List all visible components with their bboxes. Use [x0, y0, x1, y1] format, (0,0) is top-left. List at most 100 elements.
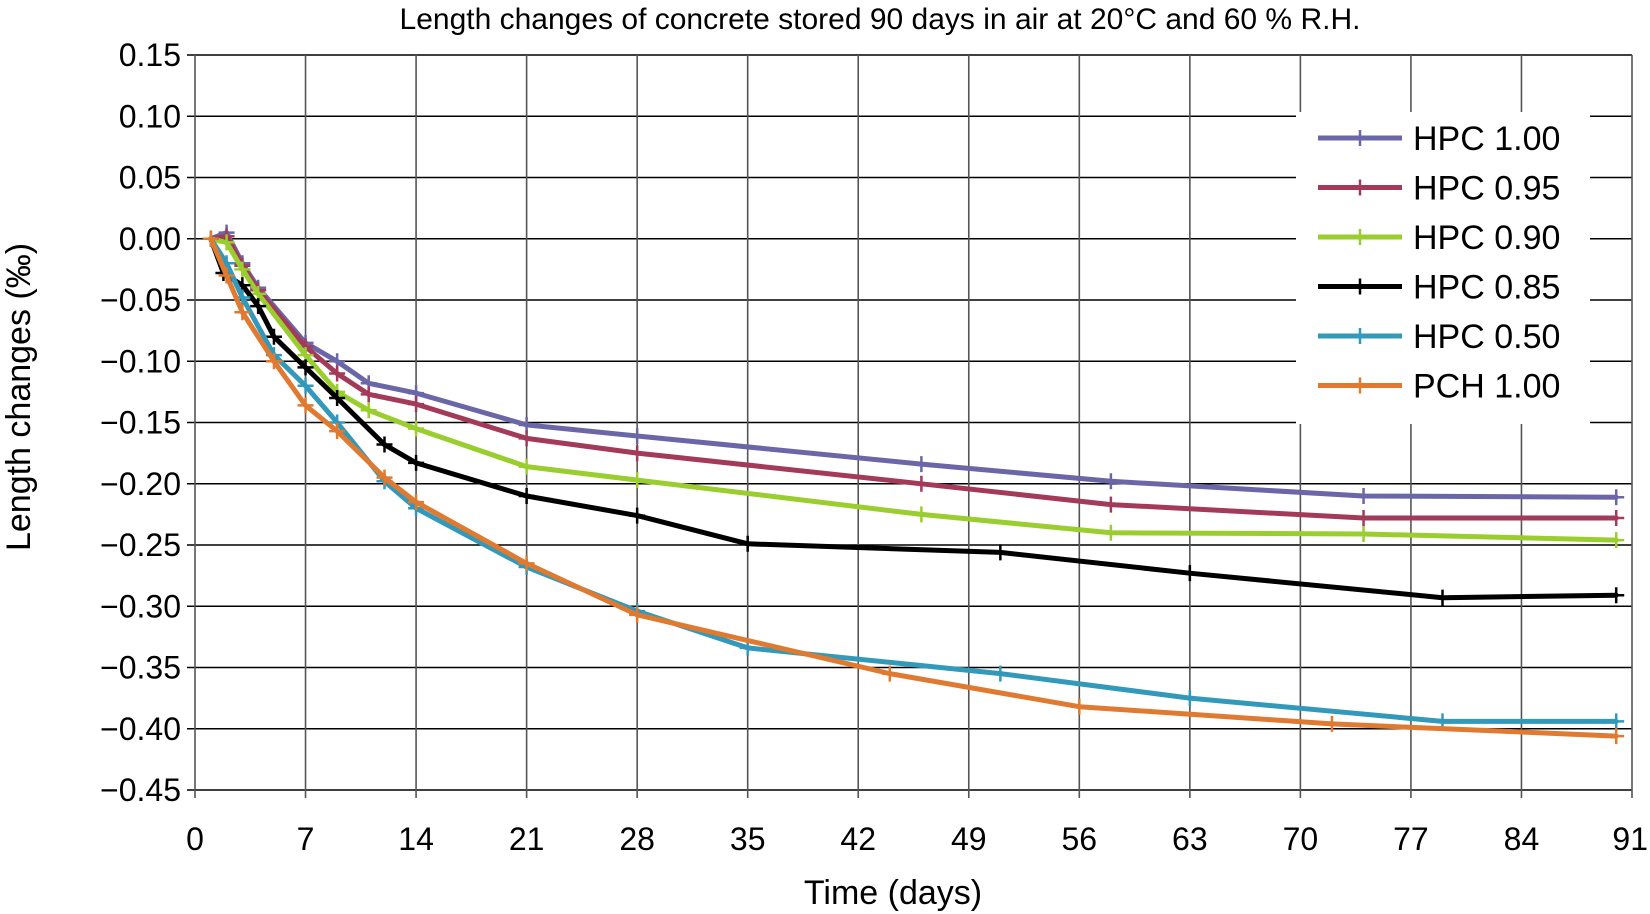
data-point: [992, 544, 1009, 561]
x-tick-label: 21: [509, 821, 545, 857]
series-line: [208, 236, 1619, 739]
x-tick-label: 28: [619, 821, 655, 857]
legend-marker: [1352, 130, 1368, 146]
data-point: [518, 488, 535, 504]
y-tick-label: −0.10: [100, 343, 181, 379]
data-point: [297, 397, 314, 414]
data-point: [518, 430, 535, 447]
data-point: [376, 436, 393, 453]
data-point: [408, 454, 425, 471]
x-axis-title: Time (days): [804, 874, 982, 912]
y-tick-label: −0.25: [100, 527, 181, 563]
x-tick-label: 56: [1062, 821, 1098, 857]
legend-item: HPC 1.00: [1318, 120, 1560, 158]
y-tick-label: 0.15: [119, 37, 181, 73]
data-point: [629, 427, 646, 444]
y-tick-label: 0.05: [119, 160, 181, 196]
data-point: [1181, 565, 1198, 582]
legend-label: HPC 0.95: [1413, 170, 1560, 208]
data-point: [992, 665, 1009, 682]
data-point: [1608, 587, 1625, 604]
x-tick-label: 84: [1504, 821, 1540, 857]
x-tick-label: 91: [1612, 821, 1648, 857]
legend-item: PCH 1.00: [1318, 368, 1560, 406]
y-tick-label: −0.05: [100, 282, 181, 318]
data-point: [234, 304, 251, 321]
data-point: [913, 456, 930, 473]
data-point: [518, 416, 535, 433]
legend: HPC 1.00 HPC 0.95 HPC 0.90 HPC 0.85 HPC 0.50…: [1296, 112, 1590, 424]
data-point: [1355, 488, 1372, 504]
data-point: [1071, 698, 1088, 715]
data-point: [518, 458, 535, 475]
y-tick-label: −0.15: [100, 405, 181, 441]
data-point: [1608, 532, 1625, 549]
legend-item: HPC 0.50: [1318, 318, 1560, 356]
data-series: [202, 224, 1625, 745]
data-point: [629, 606, 646, 623]
data-point: [297, 359, 314, 376]
y-axis-title: Length changes (‰): [0, 243, 38, 551]
legend-label: HPC 0.50: [1413, 318, 1560, 356]
legend-item: HPC 0.85: [1318, 269, 1560, 307]
x-tick-label: 42: [840, 821, 876, 857]
data-point: [297, 377, 314, 394]
data-point: [1323, 715, 1340, 732]
legend-marker: [1352, 377, 1368, 394]
legend-marker: [1352, 278, 1368, 295]
data-point: [360, 402, 377, 419]
data-point: [408, 494, 425, 511]
data-point: [1102, 496, 1119, 513]
data-point: [265, 328, 282, 345]
y-tick-label: 0.10: [119, 98, 181, 134]
data-point: [518, 555, 535, 572]
x-axis-ticks: 0 7 14 21 28 35 42 49 56 63 70 77 84 91: [186, 821, 1648, 857]
data-point: [629, 472, 646, 489]
series-line: [208, 236, 1619, 601]
chart-title: Length changes of concrete stored 90 day…: [400, 3, 1361, 36]
data-point: [250, 298, 267, 315]
data-point: [629, 445, 646, 462]
data-point: [1102, 473, 1119, 490]
legend-label: PCH 1.00: [1413, 368, 1560, 406]
grid: [187, 54, 1633, 798]
data-point: [202, 230, 219, 247]
x-tick-label: 77: [1393, 821, 1429, 857]
x-tick-label: 14: [398, 821, 434, 857]
y-tick-label: −0.30: [100, 588, 181, 624]
data-point: [1608, 489, 1625, 506]
data-point: [1181, 690, 1198, 707]
legend-item: HPC 0.95: [1318, 170, 1560, 208]
data-point: [234, 261, 251, 278]
data-point: [329, 390, 346, 406]
data-point: [1355, 525, 1372, 542]
x-tick-label: 35: [730, 821, 766, 857]
legend-item: HPC 0.90: [1318, 219, 1560, 257]
data-point: [218, 234, 235, 251]
data-point: [881, 665, 898, 682]
data-point: [408, 396, 425, 413]
data-point: [1434, 589, 1451, 606]
x-tick-label: 49: [951, 821, 987, 857]
data-point: [1355, 510, 1372, 527]
y-tick-label: −0.40: [100, 711, 181, 747]
y-tick-label: −0.35: [100, 650, 181, 686]
data-point: [1608, 510, 1625, 527]
legend-marker: [1352, 328, 1368, 344]
y-axis-ticks: 0.15 0.10 0.05 0.00 −0.05 −0.10 −0.15 −0.20 −0.2…: [100, 37, 181, 808]
legend-label: HPC 0.85: [1413, 269, 1560, 307]
data-point: [329, 423, 346, 440]
x-tick-label: 7: [297, 821, 315, 857]
data-point: [408, 420, 425, 437]
x-tick-label: 70: [1283, 821, 1319, 857]
data-point: [1608, 728, 1625, 745]
data-point: [265, 353, 282, 370]
legend-box: [1296, 112, 1590, 424]
data-point: [360, 386, 377, 403]
data-point: [1608, 713, 1625, 730]
x-tick-label: 0: [186, 821, 204, 857]
series-line: [208, 236, 1619, 543]
y-tick-label: −0.20: [100, 466, 181, 502]
legend-marker: [1352, 229, 1368, 245]
